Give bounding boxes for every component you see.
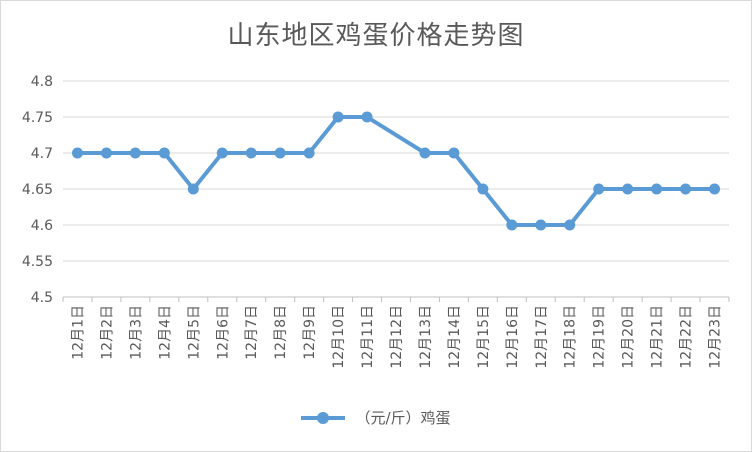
x-tick-label: 12月19日: [592, 305, 608, 369]
chart-title: 山东地区鸡蛋价格走势图: [227, 21, 525, 51]
data-point: [564, 219, 576, 231]
data-point: [593, 183, 605, 195]
x-tick-label: 12月7日: [244, 305, 260, 360]
series-line-segment: [191, 151, 225, 191]
data-point: [216, 147, 228, 159]
x-tick-label: 12月16日: [505, 305, 521, 369]
data-point: [303, 147, 315, 159]
x-tick-label: 12月2日: [99, 305, 115, 360]
y-tick-label: 4.5: [31, 290, 53, 306]
data-point: [622, 183, 634, 195]
x-tick-label: 12月23日: [708, 305, 724, 369]
series-line-segment: [567, 187, 601, 227]
data-point: [506, 219, 518, 231]
data-point: [535, 219, 547, 231]
data-point: [680, 183, 692, 195]
series-line-segment: [451, 151, 485, 191]
x-tick-label: 12月17日: [534, 305, 550, 369]
x-tick-label: 12月10日: [331, 305, 347, 369]
x-tick-label: 12月21日: [650, 305, 666, 369]
legend-label: （元/斤）鸡蛋: [355, 409, 451, 427]
data-point: [245, 147, 257, 159]
legend-marker-icon: [301, 411, 346, 425]
x-tick-label: 12月8日: [273, 305, 289, 360]
x-tick-label: 12月20日: [621, 305, 637, 369]
data-point: [158, 147, 170, 159]
data-point: [651, 183, 663, 195]
data-point: [709, 183, 721, 195]
y-tick-label: 4.75: [22, 110, 53, 126]
x-tick-label: 12月22日: [679, 305, 695, 369]
x-tick-label: 12月14日: [447, 305, 463, 369]
x-tick-label: 12月5日: [186, 305, 202, 360]
series-line-segment: [480, 187, 514, 227]
data-point: [100, 147, 112, 159]
series-line-segment: [162, 151, 196, 191]
data-point: [129, 147, 141, 159]
series-line-segment: [307, 115, 341, 155]
x-tick-label: 12月9日: [302, 305, 318, 360]
x-tick-label: 12月12日: [389, 305, 405, 369]
x-tick-label: 12月6日: [215, 305, 231, 360]
data-point: [332, 111, 344, 123]
data-point: [71, 147, 83, 159]
data-point: [274, 147, 286, 159]
x-tick-label: 12月3日: [128, 305, 144, 360]
x-tick-label: 12月13日: [418, 305, 434, 369]
x-tick-label: 12月18日: [563, 305, 579, 369]
series-line-segment: [365, 115, 427, 155]
x-tick-label: 12月4日: [157, 305, 173, 360]
y-tick-label: 4.65: [22, 182, 53, 198]
data-point: [419, 147, 431, 159]
y-tick-label: 4.8: [31, 74, 53, 90]
y-tick-label: 4.55: [22, 254, 53, 270]
data-point: [448, 147, 460, 159]
data-point: [187, 183, 199, 195]
data-point: [361, 111, 373, 123]
x-tick-label: 12月15日: [476, 305, 492, 369]
chart-legend: （元/斤）鸡蛋: [1, 407, 751, 428]
x-tick-label: 12月1日: [70, 305, 86, 360]
y-tick-label: 4.7: [31, 146, 53, 162]
data-point: [477, 183, 489, 195]
y-tick-label: 4.6: [31, 218, 53, 234]
x-tick-label: 12月11日: [360, 305, 376, 369]
